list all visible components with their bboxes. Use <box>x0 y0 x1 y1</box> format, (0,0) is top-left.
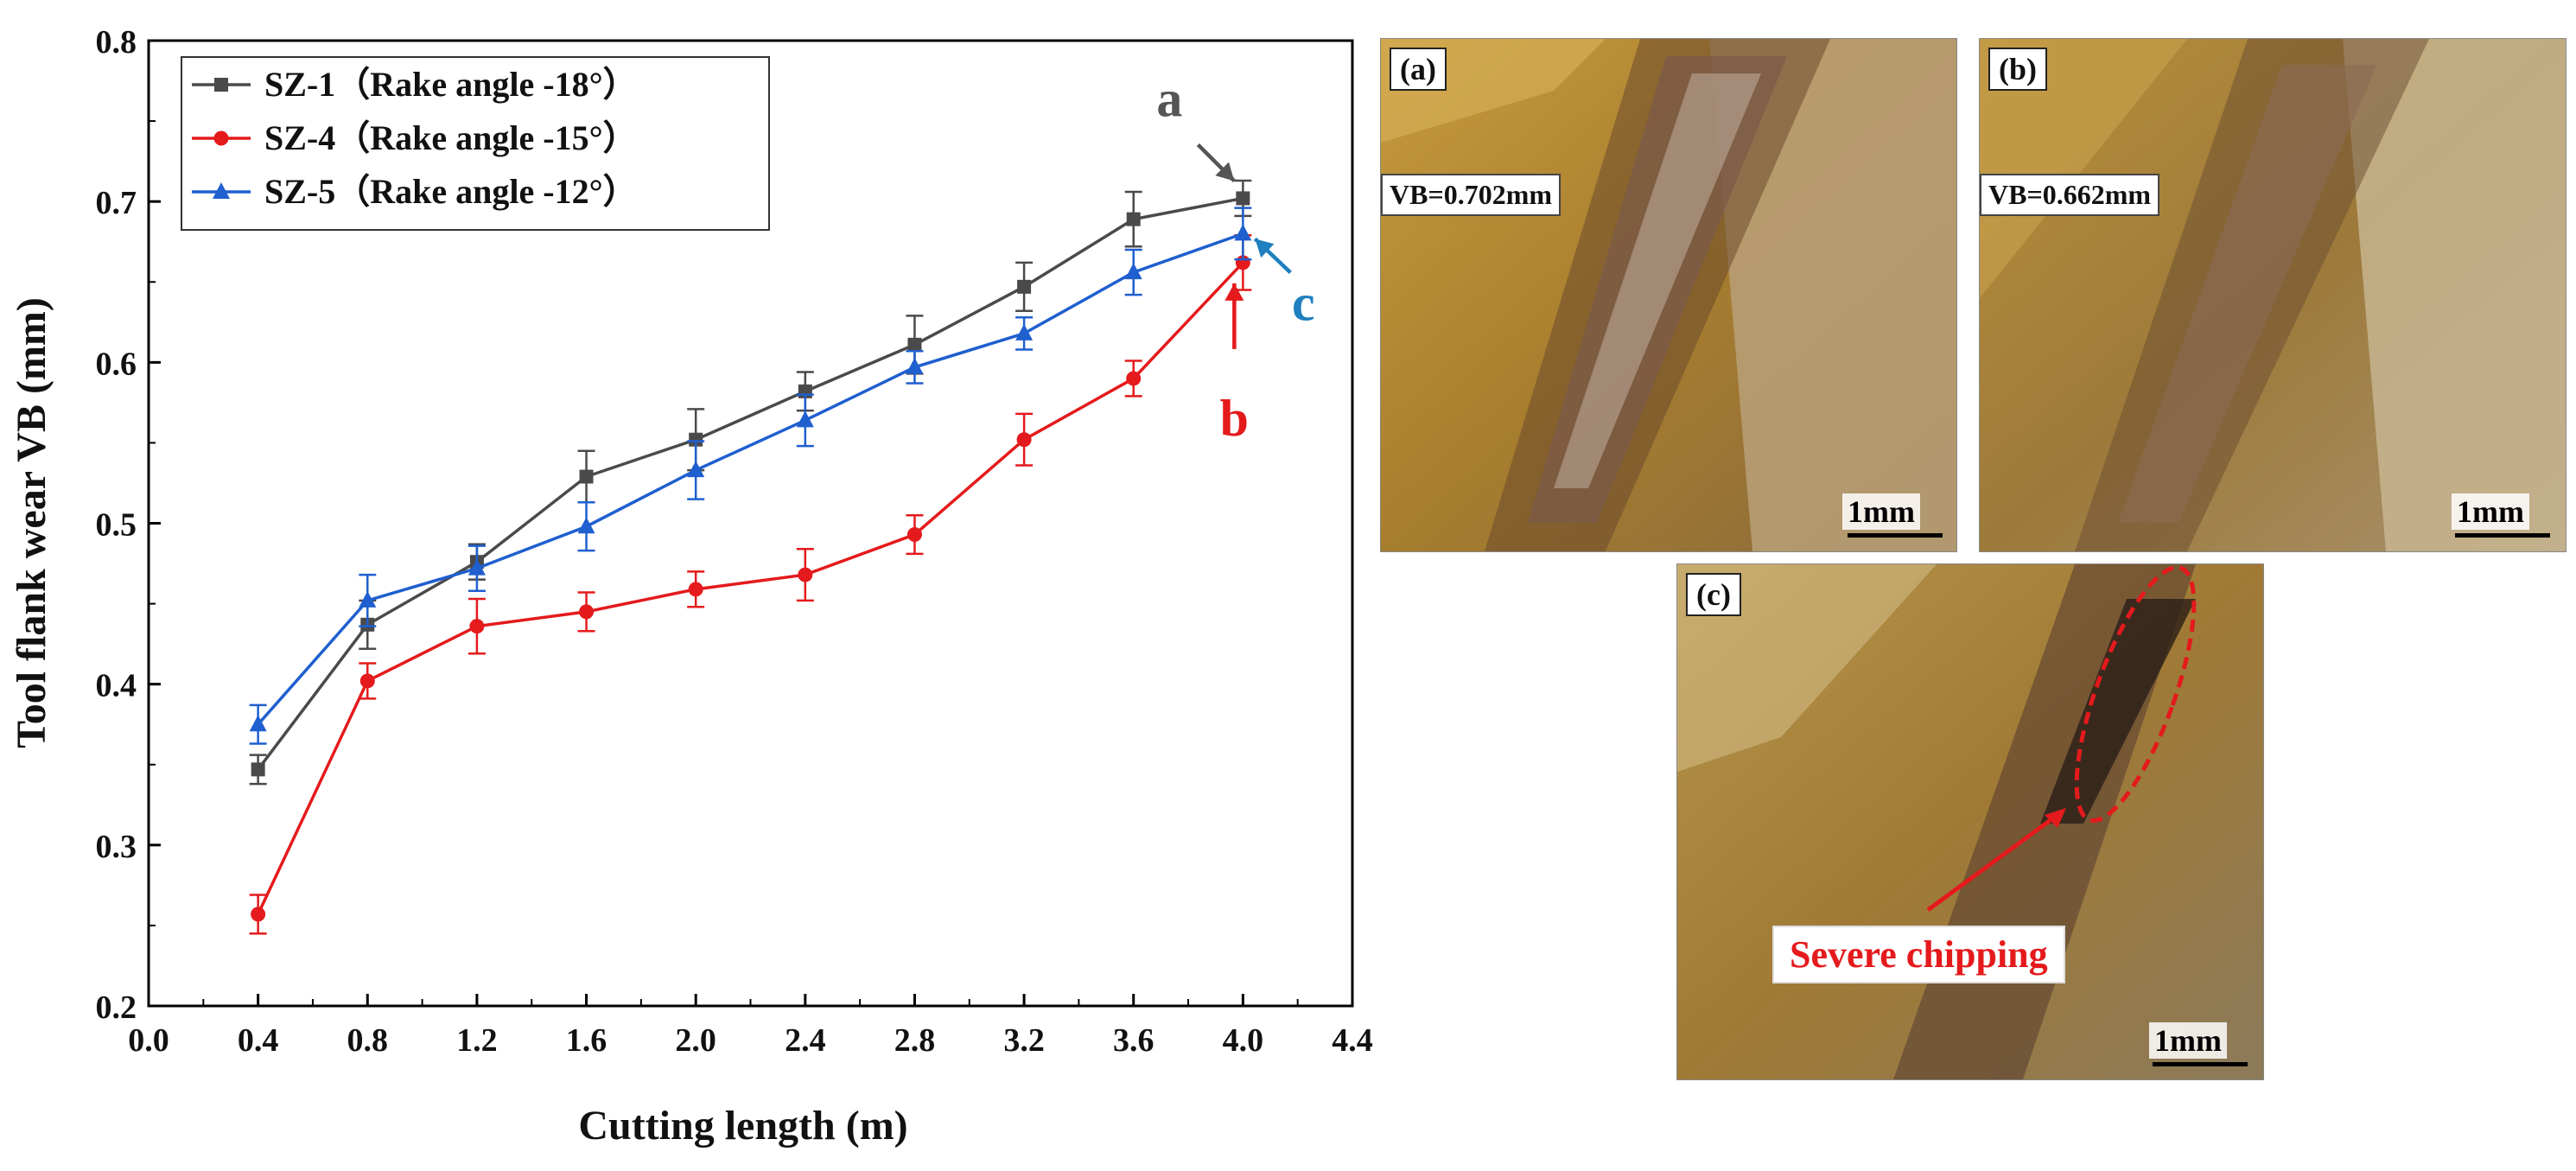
y-axis-label: Tool flank wear VB (mm) <box>9 297 54 748</box>
vb-value-b: VB=0.662mm <box>1980 174 2159 216</box>
data-point <box>906 357 924 374</box>
y-tick-label: 0.7 <box>96 185 137 221</box>
data-point <box>359 673 375 689</box>
series-line <box>257 232 1243 726</box>
photo-label-b: (b) <box>1988 48 2047 91</box>
vb-value-a: VB=0.702mm <box>1381 174 1561 216</box>
data-point <box>687 461 705 478</box>
data-point <box>579 469 594 484</box>
data-point <box>796 410 814 428</box>
annotation-a: a <box>1156 70 1182 127</box>
legend-label: SZ-4（Rake angle -15°） <box>264 118 638 157</box>
series-2 <box>249 234 1252 935</box>
photo-panel-b: (b) VB=0.662mm 1mm <box>1979 38 2566 552</box>
data-point <box>251 762 265 777</box>
tool-photo-c <box>1677 564 2263 1079</box>
data-point <box>359 590 377 608</box>
photo-label-c: (c) <box>1686 573 1741 616</box>
y-tick-label: 0.6 <box>96 346 137 382</box>
x-tick-label: 4.4 <box>1332 1022 1373 1059</box>
y-tick-label: 0.5 <box>96 507 137 544</box>
data-point <box>1016 432 1032 448</box>
data-point <box>251 907 266 922</box>
scale-bar-c <box>2153 1062 2248 1066</box>
photo-panel-c: (c) Severe chipping 1mm <box>1676 563 2264 1080</box>
severe-chipping-note: Severe chipping <box>1772 926 2065 983</box>
legend-marker <box>214 78 228 92</box>
data-point <box>689 432 703 447</box>
tool-photo-a <box>1381 39 1956 551</box>
x-tick-label: 2.4 <box>785 1022 826 1059</box>
scale-text-c: 1mm <box>2149 1022 2227 1059</box>
x-tick-label: 2.8 <box>894 1022 936 1059</box>
legend: SZ-1（Rake angle -18°） SZ-4（Rake angle -15… <box>181 56 770 231</box>
data-point <box>579 604 595 620</box>
annotation-c-arrow-head <box>1255 239 1275 258</box>
annotation-a-arrow-head <box>1215 162 1235 181</box>
y-tick-label: 0.4 <box>96 668 137 704</box>
scale-text-a: 1mm <box>1842 493 1920 530</box>
x-tick-label: 2.0 <box>675 1022 716 1059</box>
chipping-outline <box>2074 565 2197 823</box>
y-tick-label: 0.8 <box>96 24 137 60</box>
x-tick-label: 1.2 <box>456 1022 498 1059</box>
photo-panel-a: (a) VB=0.702mm 1mm <box>1380 38 1957 552</box>
data-point <box>906 527 922 543</box>
y-tick-label: 0.3 <box>96 829 137 865</box>
x-tick-label: 0.0 <box>128 1022 169 1059</box>
series-line <box>257 196 1243 771</box>
chipping-arrowhead <box>2045 808 2066 828</box>
y-tick-label: 0.2 <box>96 990 137 1026</box>
legend-label: SZ-1（Rake angle -18°） <box>264 65 638 104</box>
series-3 <box>249 207 1252 745</box>
x-tick-label: 0.4 <box>238 1022 279 1059</box>
wear-chart: 0.0 0.4 0.8 1.2 1.6 2.0 2.4 2.8 3.2 3.6 4.0 4.4 0.2 0… <box>9 24 1373 1149</box>
data-point <box>467 558 486 576</box>
x-tick-label: 0.8 <box>347 1022 389 1059</box>
scale-bar-b <box>2455 533 2550 538</box>
tool-photo-b <box>1980 39 2566 551</box>
data-point <box>907 337 922 352</box>
x-tick-label: 3.2 <box>1003 1022 1045 1059</box>
data-point <box>1236 191 1250 206</box>
annotation-b: b <box>1220 390 1249 447</box>
annotation-b-arrow-head <box>1224 283 1244 301</box>
data-point <box>1017 279 1032 294</box>
data-point <box>688 582 703 597</box>
data-point <box>1126 371 1142 386</box>
x-axis-label: Cutting length (m) <box>578 1103 907 1149</box>
data-point <box>1124 263 1142 280</box>
data-point <box>1126 212 1141 226</box>
data-point <box>577 517 595 534</box>
data-point <box>1234 224 1252 241</box>
x-tick-label: 3.6 <box>1113 1022 1154 1059</box>
data-point <box>1015 323 1034 340</box>
data-point <box>798 567 813 582</box>
legend-marker <box>213 182 230 199</box>
legend-label: SZ-5（Rake angle -12°） <box>264 172 638 211</box>
x-tick-label: 1.6 <box>566 1022 607 1059</box>
legend-box <box>181 56 770 231</box>
scale-bar-a <box>1848 533 1943 538</box>
chipping-arrow <box>1926 812 2059 913</box>
legend-marker <box>213 130 229 146</box>
data-point <box>469 619 485 634</box>
series-1 <box>249 179 1252 786</box>
data-point <box>249 715 267 732</box>
photo-label-a: (a) <box>1390 48 1447 91</box>
x-tick-label: 4.0 <box>1223 1022 1264 1059</box>
annotation-c: c <box>1292 274 1315 331</box>
series-line <box>257 261 1244 915</box>
scale-text-b: 1mm <box>2452 493 2529 530</box>
